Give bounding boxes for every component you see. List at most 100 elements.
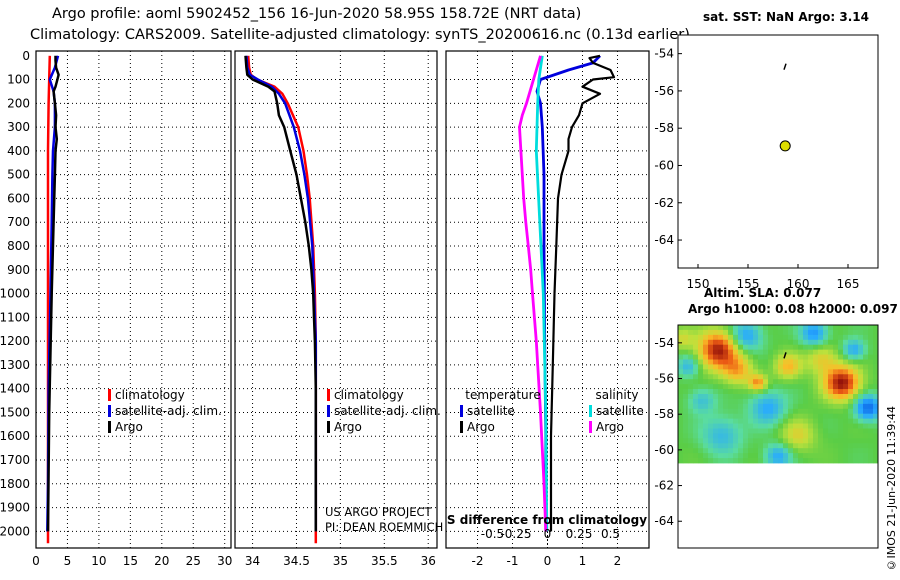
sla-cell xyxy=(733,428,739,434)
sla-cell xyxy=(868,453,874,459)
sla-cell xyxy=(798,453,804,459)
sla-cell xyxy=(813,448,819,454)
sla-cell xyxy=(873,418,879,424)
sla-cell xyxy=(873,369,879,375)
sla-cell xyxy=(718,325,724,331)
sla-cell xyxy=(793,379,799,385)
sla-cell xyxy=(843,339,849,346)
sla-cell xyxy=(853,369,859,375)
sla-cell xyxy=(853,384,859,390)
sla-cell xyxy=(688,453,694,459)
sla-cell xyxy=(738,448,744,454)
sla-cell xyxy=(708,433,714,439)
sla-cell xyxy=(783,325,789,331)
sla-cell xyxy=(813,364,819,370)
sal-legend-label-2: Argo xyxy=(334,420,362,434)
sla-cell xyxy=(868,389,874,395)
sla-cell xyxy=(808,403,814,410)
sla-cell xyxy=(743,418,749,424)
sla-cell xyxy=(833,334,839,341)
sla-cell xyxy=(708,413,714,420)
sla-cell xyxy=(723,334,729,341)
sla-cell xyxy=(728,379,734,385)
depth-tick-label-1900: 1900 xyxy=(0,501,30,515)
sla-cell xyxy=(858,408,864,415)
sla-cell xyxy=(678,379,684,385)
diff-legend-temp-swatch-0 xyxy=(460,405,463,417)
sla-cell xyxy=(838,458,844,464)
sla-cell xyxy=(858,359,864,365)
sla-cell xyxy=(803,418,809,424)
sla-cell xyxy=(823,438,829,444)
sla-cell xyxy=(718,453,724,459)
sla-cell xyxy=(678,354,684,360)
sla-cell xyxy=(728,325,734,331)
sla-cell xyxy=(778,374,784,380)
sla-cell xyxy=(793,453,799,459)
sla-cell xyxy=(738,453,744,459)
sla-cell xyxy=(723,403,729,410)
sla-cell xyxy=(758,458,764,464)
sla-cell xyxy=(693,384,699,390)
sla-cell xyxy=(748,329,754,336)
sla-cell xyxy=(808,458,814,464)
sla-cell xyxy=(683,433,689,439)
sla-cell xyxy=(803,453,809,459)
sla-cell xyxy=(743,453,749,459)
sla-cell xyxy=(863,423,869,429)
sla-cell xyxy=(768,433,774,439)
sla-cell xyxy=(833,394,839,400)
sla-cell xyxy=(763,339,769,346)
diff-xtick-bottom-4: 2 xyxy=(614,554,622,568)
temp-xtick-25: 25 xyxy=(186,554,201,568)
sla-cell xyxy=(833,438,839,444)
depth-tick-label-2000: 2000 xyxy=(0,524,30,538)
sla-cell xyxy=(818,374,824,380)
sla-cell xyxy=(723,438,729,444)
sla-cell xyxy=(828,389,834,395)
sla-cell xyxy=(818,369,824,375)
sla-cell xyxy=(818,384,824,390)
diff-series-3 xyxy=(518,55,548,532)
sla-cell xyxy=(738,438,744,444)
sla-cell xyxy=(713,394,719,400)
sal-series-argo xyxy=(244,55,318,532)
sla-cell xyxy=(808,394,814,400)
sla-cell xyxy=(873,453,879,459)
sla-cell xyxy=(843,413,849,420)
sla-cell xyxy=(683,398,689,405)
sla-cell xyxy=(693,453,699,459)
sla-cell xyxy=(708,453,714,459)
location-map-frame xyxy=(677,34,879,269)
sla-cell xyxy=(753,325,759,331)
sla-cell xyxy=(718,364,724,370)
sla-cell xyxy=(843,389,849,395)
sla-cell xyxy=(838,438,844,444)
sla-cell xyxy=(768,359,774,365)
sla-cell xyxy=(868,349,874,355)
sla-cell xyxy=(848,398,854,405)
sla-cell xyxy=(708,398,714,405)
sla-cell xyxy=(868,458,874,464)
sla-cell xyxy=(708,344,714,351)
sla-cell xyxy=(758,423,764,429)
sla-cell xyxy=(833,339,839,346)
sla-cell xyxy=(828,423,834,429)
sla-cell xyxy=(698,418,704,424)
sla-cell xyxy=(873,438,879,444)
sla-cell xyxy=(788,453,794,459)
sla-cell xyxy=(858,369,864,375)
sla-cell xyxy=(828,329,834,336)
sla-cell xyxy=(718,413,724,420)
sla-cell xyxy=(823,374,829,380)
sla-cell xyxy=(828,369,834,375)
sla-cell xyxy=(748,413,754,420)
sla-cell xyxy=(728,334,734,341)
sla-cell xyxy=(813,433,819,439)
map-track-mark xyxy=(783,63,787,70)
sal-legend-label-1: satellite-adj. clim. xyxy=(334,404,441,418)
sla-cell xyxy=(733,443,739,449)
sla-cell xyxy=(778,438,784,444)
sla-cell xyxy=(838,329,844,336)
sla-cell xyxy=(833,408,839,415)
